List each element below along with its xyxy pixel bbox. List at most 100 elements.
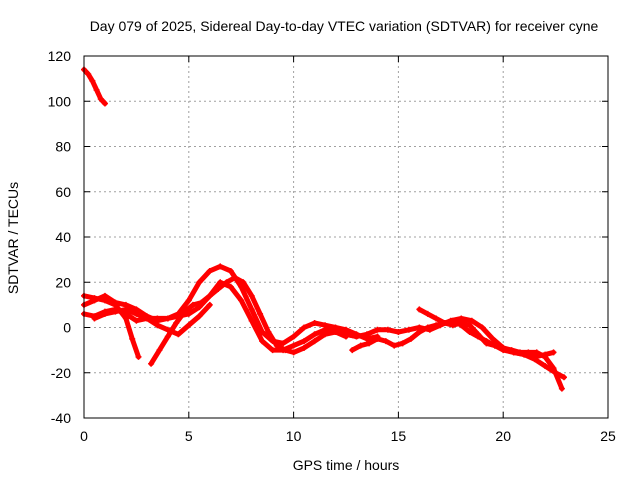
data-point	[257, 310, 264, 317]
axis-ticks	[83, 55, 609, 419]
data-point	[148, 360, 155, 367]
data-point	[227, 267, 234, 274]
y-tick-label: 100	[48, 93, 72, 109]
y-tick-labels: -40 -20 0 20 40 60 80 100 120	[48, 48, 72, 426]
data-point	[133, 317, 140, 324]
data-point	[407, 335, 414, 342]
data-point	[508, 347, 515, 354]
data-point	[238, 297, 245, 304]
x-tick-label: 5	[185, 428, 193, 444]
data-point	[269, 347, 276, 354]
data-point	[500, 344, 507, 351]
data-point	[259, 338, 266, 345]
data-point	[441, 319, 448, 326]
data-point	[101, 100, 108, 107]
data-point	[405, 326, 412, 333]
data-point	[301, 344, 308, 351]
data-point	[311, 319, 318, 326]
data-point	[399, 340, 406, 347]
data-point	[466, 322, 473, 329]
data-point	[154, 315, 161, 322]
data-point	[185, 310, 192, 317]
series-group	[81, 66, 567, 392]
data-point	[349, 347, 356, 354]
data-point	[175, 331, 182, 338]
data-point	[280, 340, 287, 347]
x-tick-label: 15	[391, 428, 407, 444]
y-tick-label: 0	[63, 320, 71, 336]
data-point	[223, 279, 230, 286]
y-axis-label: SDTVAR / TECUs	[5, 182, 21, 294]
series-line-arc-g	[343, 315, 567, 380]
x-axis-label: GPS time / hours	[293, 457, 400, 473]
data-point	[91, 315, 98, 322]
x-tick-label: 0	[80, 428, 88, 444]
data-point	[516, 349, 523, 356]
x-tick-labels: 0 5 10 15 20 25	[80, 428, 616, 444]
data-point	[129, 335, 136, 342]
data-point	[468, 317, 475, 324]
series-line-arc-e	[148, 275, 359, 367]
data-point	[290, 342, 297, 349]
data-point	[382, 338, 389, 345]
data-point	[227, 283, 234, 290]
data-point	[173, 319, 180, 326]
data-point	[248, 306, 255, 313]
grid	[84, 56, 608, 418]
data-point	[97, 95, 104, 102]
data-point	[93, 86, 100, 93]
data-point	[416, 324, 423, 331]
data-point	[391, 342, 398, 349]
data-point	[301, 338, 308, 345]
data-point	[363, 331, 370, 338]
data-point	[560, 374, 567, 381]
data-point	[89, 77, 96, 84]
data-point	[424, 310, 431, 317]
data-point	[206, 301, 213, 308]
data-point	[101, 292, 108, 299]
data-point	[374, 326, 381, 333]
data-point	[135, 353, 142, 360]
data-point	[290, 333, 297, 340]
data-point	[217, 263, 224, 270]
data-point	[466, 329, 473, 336]
data-point	[290, 349, 297, 356]
data-point	[265, 329, 272, 336]
data-point	[164, 315, 171, 322]
y-tick-label: -40	[51, 410, 71, 426]
data-point	[185, 297, 192, 304]
data-point	[164, 333, 171, 340]
data-point	[353, 333, 360, 340]
data-point	[301, 324, 308, 331]
data-point	[101, 310, 108, 317]
data-point	[366, 340, 373, 347]
data-point	[531, 356, 538, 363]
data-point	[311, 331, 318, 338]
data-point	[248, 317, 255, 324]
x-tick-label: 25	[600, 428, 616, 444]
data-point	[248, 292, 255, 299]
data-point	[231, 274, 238, 281]
data-point	[374, 335, 381, 342]
data-point	[332, 329, 339, 336]
data-point	[416, 306, 423, 313]
data-point	[483, 340, 490, 347]
data-point	[357, 342, 364, 349]
data-point	[154, 322, 161, 329]
data-point	[311, 338, 318, 345]
data-point	[384, 326, 391, 333]
data-point	[542, 362, 549, 369]
data-point	[426, 326, 433, 333]
data-point	[91, 297, 98, 304]
data-point	[282, 347, 289, 354]
data-point	[449, 322, 456, 329]
data-point	[433, 315, 440, 322]
data-point	[206, 267, 213, 274]
y-tick-label: -20	[51, 365, 71, 381]
y-tick-label: 20	[55, 274, 71, 290]
data-point	[181, 308, 188, 315]
data-point	[550, 365, 557, 372]
data-point	[215, 286, 222, 293]
series-line-arc-h	[416, 306, 565, 392]
